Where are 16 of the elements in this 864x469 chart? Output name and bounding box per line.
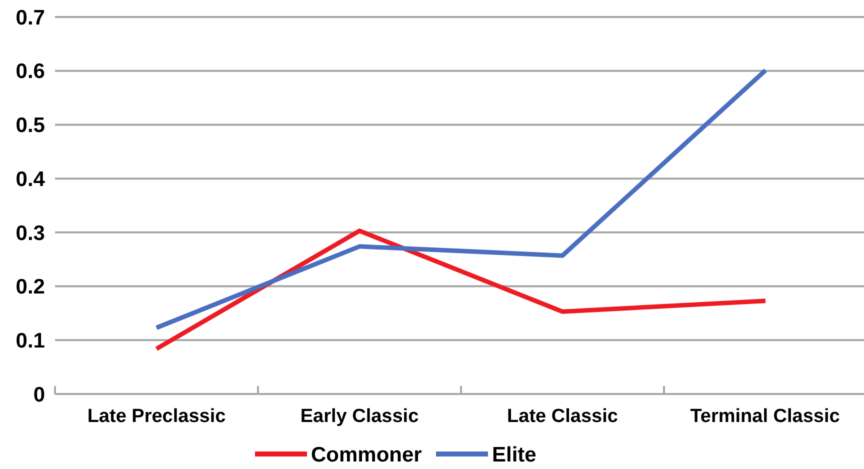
legend-label: Commoner [311, 443, 422, 466]
y-tick-label: 0.4 [16, 168, 46, 191]
y-tick-label: 0.5 [16, 114, 46, 138]
y-tick-label: 0.1 [16, 329, 46, 352]
x-tick-label: Terminal Classic [690, 406, 840, 427]
x-tick-label: Late Preclassic [87, 406, 226, 427]
y-tick-label: 0.2 [16, 276, 45, 299]
legend-label: Elite [492, 443, 536, 466]
line-series [154, 68, 768, 330]
line-series [154, 228, 768, 352]
y-tick-label: 0.3 [16, 222, 45, 245]
y-tick-label: 0 [33, 383, 45, 406]
y-tick-label: 0.6 [16, 60, 45, 84]
y-tick-label: 0.7 [16, 6, 45, 30]
x-tick-label: Late Classic [507, 406, 618, 427]
x-tick-label: Early Classic [300, 406, 420, 427]
